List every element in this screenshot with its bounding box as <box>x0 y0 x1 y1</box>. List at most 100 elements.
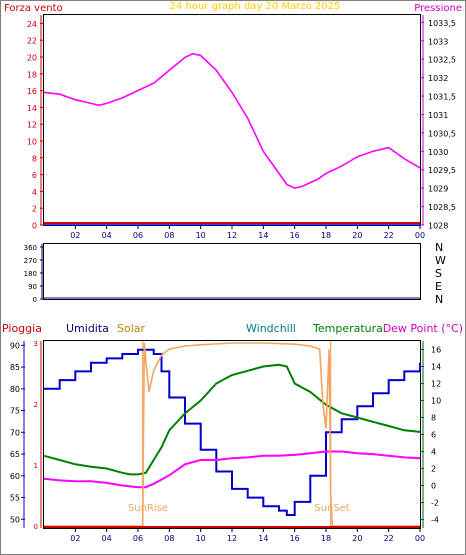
wind-tick-label: 4 <box>32 188 37 197</box>
humidity-axis-label: Umidita <box>66 322 109 335</box>
pressure-tick-label: 1030 <box>428 148 448 157</box>
rain-tick-label: 3 <box>34 340 38 348</box>
humidity-tick-label: 90 <box>10 341 20 350</box>
humidity-tick-label: 75 <box>10 407 20 416</box>
temperature-tick-label: -4 <box>431 516 439 525</box>
direction-chart-frame <box>43 243 421 300</box>
x-tick-label: 14 <box>258 231 268 240</box>
temperature-axis-label: Temperatura <box>312 322 383 335</box>
humidity-tick-label: 60 <box>10 472 20 481</box>
x-tick-label: 22 <box>384 231 394 240</box>
x-tick-label: 04 <box>102 231 112 240</box>
pressure-tick-label: 1028,5 <box>428 203 456 212</box>
temperature-tick-label: 6 <box>431 431 436 440</box>
pressure-tick-label: 1029,5 <box>428 166 456 175</box>
temperature-line <box>43 363 421 476</box>
wind-tick-label: 14 <box>27 104 37 113</box>
wind-tick-label: 0 <box>32 222 37 231</box>
direction-tick-label: 0 <box>33 296 37 304</box>
wind-tick-label: 12 <box>27 121 37 130</box>
x-tick-label: 06 <box>133 231 143 240</box>
pressure-tick-label: 1031,5 <box>428 93 456 102</box>
humidity-tick-label: 50 <box>10 515 20 524</box>
direction-tick-label: 90 <box>28 283 37 291</box>
pressure-chart-series <box>43 52 421 226</box>
humidity-tick-label: 85 <box>10 363 20 372</box>
pressure-tick-label: 1033,5 <box>428 19 456 28</box>
rain-tick-label: 0 <box>34 523 38 531</box>
dewpoint-line <box>43 450 421 489</box>
temperature-tick-label: 8 <box>431 414 436 423</box>
humidity-tick-label: 65 <box>10 450 20 459</box>
rain-tick-label: 2 <box>34 401 38 409</box>
temperature-chart-frame <box>43 340 421 529</box>
wind-tick-label: 2 <box>32 205 37 214</box>
x-tick-label: 02 <box>70 231 80 240</box>
pressure-chart-title: 24 hour graph day 20 Marzo 2025 <box>170 1 341 12</box>
wind-axis-label: Forza vento <box>4 3 63 14</box>
pressure-tick-label: 1030,5 <box>428 129 456 138</box>
rain-tick-label: 1 <box>34 462 38 470</box>
compass-label: E <box>435 280 442 293</box>
wind-tick-label: 8 <box>32 154 37 163</box>
pressure-axis-label: Pressione <box>414 3 462 14</box>
temperature-tick-label: 10 <box>431 397 441 406</box>
temperature-tick-label: 0 <box>431 482 436 491</box>
x-tick-label: 04 <box>102 534 112 543</box>
x-tick-label: 00 <box>415 231 425 240</box>
sunrise-label: SunRise <box>128 503 168 514</box>
x-tick-label: 12 <box>227 231 237 240</box>
pressure-tick-label: 1032 <box>428 74 448 83</box>
temperature-tick-label: 4 <box>431 448 436 457</box>
pressure-tick-label: 1028 <box>428 222 448 231</box>
humidity-tick-label: 80 <box>10 385 20 394</box>
direction-tick-label: 270 <box>24 257 37 265</box>
wind-tick-label: 16 <box>27 87 37 96</box>
x-tick-label: 08 <box>164 534 174 543</box>
x-tick-label: 16 <box>290 534 300 543</box>
temperature-tick-label: -2 <box>431 499 439 508</box>
solar-line <box>44 342 420 527</box>
wind-tick-label: 22 <box>27 37 37 46</box>
x-tick-label: 18 <box>321 231 331 240</box>
pressure-tick-label: 1032,5 <box>428 56 456 65</box>
wind-tick-label: 24 <box>27 20 37 29</box>
direction-tick-label: 360 <box>24 244 37 252</box>
pressure-chart-axes: 02468101214161820222410281028,510291029,… <box>27 15 456 240</box>
temperature-tick-label: 14 <box>431 363 441 372</box>
humidity-tick-label: 70 <box>10 428 20 437</box>
humidity-tick-label: 55 <box>10 494 20 503</box>
x-tick-label: 10 <box>196 534 206 543</box>
wind-tick-label: 10 <box>27 138 37 147</box>
pressure-tick-label: 1031 <box>428 111 448 120</box>
direction-tick-label: 180 <box>24 270 37 278</box>
x-tick-label: 02 <box>70 534 80 543</box>
dewpoint-axis-label: Dew Point (°C) <box>383 322 463 335</box>
compass-label: W <box>435 254 446 267</box>
x-tick-label: 08 <box>164 231 174 240</box>
wind-tick-label: 20 <box>27 54 37 63</box>
temperature-tick-label: 2 <box>431 465 436 474</box>
temperature-chart-series <box>43 341 421 528</box>
windchill-axis-label: Windchill <box>246 322 296 335</box>
pressure-tick-label: 1033 <box>428 37 448 46</box>
x-tick-label: 10 <box>196 231 206 240</box>
x-tick-label: 12 <box>227 534 237 543</box>
temperature-tick-label: 12 <box>431 380 441 389</box>
x-tick-label: 18 <box>321 534 331 543</box>
x-tick-label: 20 <box>352 534 362 543</box>
x-tick-label: 06 <box>133 534 143 543</box>
pressure-line <box>43 52 421 190</box>
x-tick-label: 16 <box>290 231 300 240</box>
x-tick-label: 22 <box>384 534 394 543</box>
pressure-tick-label: 1029 <box>428 185 448 194</box>
temperature-tick-label: 16 <box>431 346 441 355</box>
x-tick-label: 00 <box>415 534 425 543</box>
x-tick-label: 14 <box>258 534 268 543</box>
wind-tick-label: 6 <box>32 171 37 180</box>
wind-tick-label: 18 <box>27 70 37 79</box>
sunset-label: SunSet <box>314 503 350 514</box>
compass-label: N <box>435 293 443 306</box>
